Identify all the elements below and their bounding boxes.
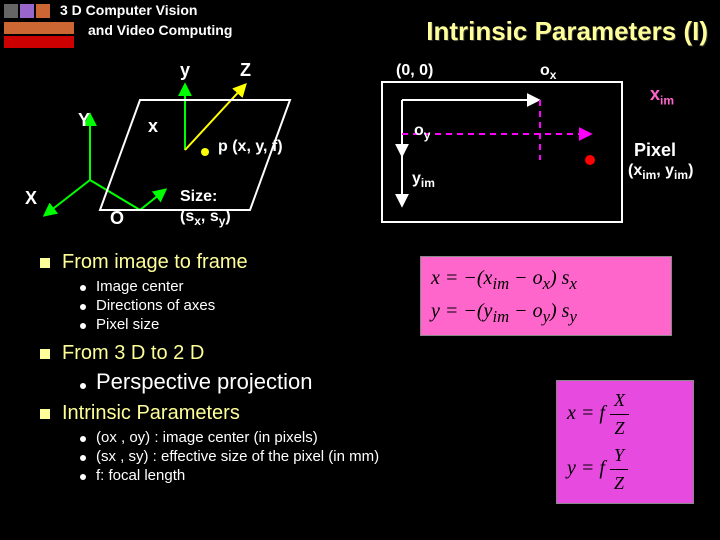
bullet-dot-icon <box>80 323 86 329</box>
eq-line: y = f YZ <box>567 442 683 497</box>
decor-square <box>4 4 18 18</box>
sub-text: Pixel size <box>96 316 159 333</box>
bullet-dot-icon <box>80 383 86 389</box>
header-rects <box>4 22 74 48</box>
decor-square <box>36 4 50 18</box>
bullet-dot-icon <box>80 304 86 310</box>
equation-box-xy: x = −(xim − ox) sx y = −(yim − oy) sy <box>420 256 672 336</box>
header-squares <box>4 4 50 18</box>
label-z: Z <box>240 60 251 81</box>
decor-square <box>20 4 34 18</box>
bullet-square-icon <box>40 409 50 419</box>
sub-text: Perspective projection <box>96 369 312 395</box>
label-size2: (sx, sy) <box>180 208 231 228</box>
eq-line: x = −(xim − ox) sx <box>431 263 661 296</box>
bullet-dot-icon <box>80 474 86 480</box>
header-subtitle-1: 3 D Computer Vision <box>60 2 197 18</box>
label-Y-axis: Y <box>78 110 90 131</box>
decor-rect <box>4 22 74 34</box>
label-size: Size: <box>180 188 217 206</box>
label-ox: ox <box>540 62 556 82</box>
bullet-2-text: From 3 D to 2 D <box>62 342 204 365</box>
label-origin: (0, 0) <box>396 62 433 80</box>
label-xim: xim <box>650 84 674 108</box>
diagram-svg <box>0 60 720 260</box>
label-pixel-coords: (xim, yim) <box>628 162 693 182</box>
bullet-3-text: Intrinsic Parameters <box>62 402 240 425</box>
label-y: y <box>180 60 190 81</box>
bullet-dot-icon <box>80 436 86 442</box>
decor-rect <box>4 36 74 48</box>
bullet-1-text: From image to frame <box>62 251 248 274</box>
slide-title: Intrinsic Parameters (I) <box>426 16 708 47</box>
sub-text: f: focal length <box>96 467 185 484</box>
label-p: p (x, y, f) <box>218 138 283 156</box>
label-X-axis: X <box>25 188 37 209</box>
diagram: y Z Y x X O p (x, y, f) Size: (sx, sy) (… <box>0 60 720 246</box>
label-pixel: Pixel <box>634 140 676 161</box>
label-O: O <box>110 208 124 229</box>
sub-text: Directions of axes <box>96 297 215 314</box>
eq-line: x = f XZ <box>567 387 683 442</box>
header-subtitle-2: and Video Computing <box>88 22 232 38</box>
slide-header: 3 D Computer Vision and Video Computing … <box>0 0 720 56</box>
label-x: x <box>148 116 158 137</box>
sub-text: Image center <box>96 278 184 295</box>
equation-box-projection: x = f XZ y = f YZ <box>556 380 694 504</box>
sub-text: (sx , sy) : effective size of the pixel … <box>96 448 379 465</box>
eq-line: y = −(yim − oy) sy <box>431 296 661 329</box>
bullet-dot-icon <box>80 455 86 461</box>
bullet-square-icon <box>40 258 50 268</box>
bullet-dot-icon <box>80 285 86 291</box>
bullet-square-icon <box>40 349 50 359</box>
label-yim: yim <box>412 170 435 190</box>
sub-text: (ox , oy) : image center (in pixels) <box>96 429 318 446</box>
label-oy: oy <box>414 122 430 142</box>
bullet-2: From 3 D to 2 D <box>40 341 700 365</box>
